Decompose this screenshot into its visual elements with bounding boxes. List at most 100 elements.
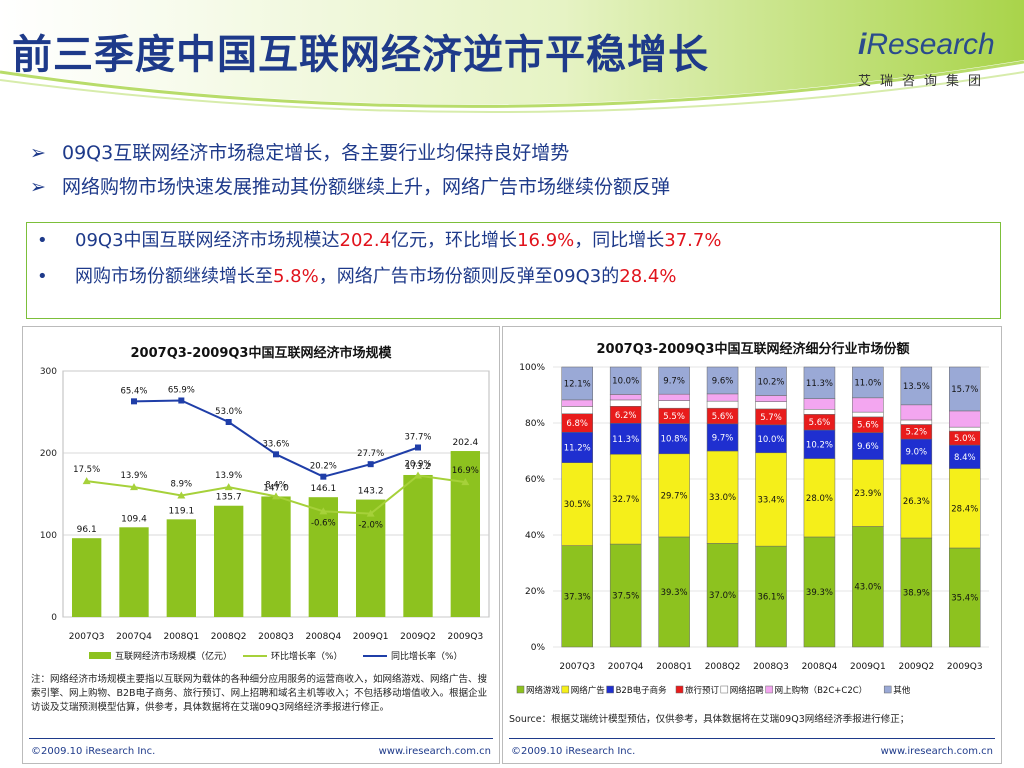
stack-segment xyxy=(803,458,836,538)
mom-point xyxy=(130,483,138,491)
stack-segment xyxy=(852,459,884,527)
y-tick-label: 200 xyxy=(40,449,57,459)
segment-label: 5.6% xyxy=(809,418,831,428)
mom-point xyxy=(319,507,328,515)
bar-value-label: 146.1 xyxy=(310,484,336,494)
legend-label: 网络招聘 xyxy=(730,685,765,696)
segment-label: 5.6% xyxy=(712,412,734,422)
segment-label: 39.3% xyxy=(661,588,688,598)
legend-swatch xyxy=(675,685,684,694)
segment-label: 13.5% xyxy=(903,382,930,392)
bar xyxy=(119,527,149,617)
x-tick-label: 2008Q1 xyxy=(656,662,692,672)
segment-label: 10.0% xyxy=(612,377,639,387)
legend-swatch xyxy=(606,685,614,694)
segment-label: 11.0% xyxy=(854,378,881,388)
stack-segment xyxy=(949,426,981,432)
stack-segment xyxy=(755,424,787,454)
bar xyxy=(166,519,197,617)
stack-segment xyxy=(658,453,690,538)
bar-value-label: 135.7 xyxy=(216,493,242,503)
mom-point xyxy=(177,491,186,499)
x-tick-label: 2009Q1 xyxy=(353,632,389,642)
segment-label: 36.1% xyxy=(757,593,784,603)
bar-value-label: 96.1 xyxy=(77,525,97,535)
x-tick-label: 2009Q2 xyxy=(898,662,934,672)
mom-label: -0.6% xyxy=(311,518,336,528)
x-tick-label: 2007Q4 xyxy=(608,662,644,672)
stack-segment xyxy=(706,423,739,452)
stack-segment xyxy=(803,409,836,415)
summary-line-1: • 09Q3中国互联网经济市场规模达202.4亿元，环比增长16.9%，同比增长3… xyxy=(37,230,722,251)
bar xyxy=(71,538,102,617)
yoy-point xyxy=(320,473,327,480)
stack-segment xyxy=(900,438,933,465)
mom-point xyxy=(272,492,280,500)
segment-label: 9.6% xyxy=(712,376,734,386)
stack-segment xyxy=(949,468,981,549)
bar-value-label: 119.1 xyxy=(168,506,194,516)
arrow-bullet-icon: ➢ xyxy=(30,142,46,164)
x-tick-label: 2008Q2 xyxy=(211,632,247,642)
segment-label: 26.3% xyxy=(903,497,930,507)
legend-label: 互联网经济市场规模（亿元） xyxy=(115,650,232,662)
legend-label: 网络广告 xyxy=(571,685,605,696)
stack-segment xyxy=(706,400,739,409)
segment-label: 12.1% xyxy=(564,379,591,389)
segment-label: 9.7% xyxy=(663,377,685,387)
stack-segment xyxy=(803,429,836,459)
stack-segment xyxy=(561,399,593,407)
arrow-bullet-icon: ➢ xyxy=(30,176,46,198)
stack-segment xyxy=(852,397,884,413)
segment-label: 5.5% xyxy=(663,412,685,422)
segment-label: 37.3% xyxy=(564,592,591,602)
segment-label: 29.7% xyxy=(661,491,688,501)
website-link[interactable]: www.iresearch.com.cn xyxy=(880,746,993,757)
segment-label: 28.0% xyxy=(806,494,833,504)
mom-point xyxy=(82,477,91,485)
yoy-label: 37.7% xyxy=(404,433,431,443)
stack-segment xyxy=(852,526,884,648)
legend-label: 旅行预订 xyxy=(685,685,720,696)
x-tick-label: 2007Q3 xyxy=(559,662,595,672)
yoy-label: 53.0% xyxy=(215,407,242,417)
mom-label: 8.4% xyxy=(265,480,287,490)
bar-value-label: 109.4 xyxy=(121,514,147,524)
stack-segment xyxy=(609,423,642,455)
segment-label: 23.9% xyxy=(854,489,881,499)
stack-segment xyxy=(609,543,642,648)
segment-label: 37.5% xyxy=(612,592,639,602)
bar xyxy=(308,497,339,617)
segment-label: 43.0% xyxy=(854,583,881,593)
stack-segment xyxy=(900,404,933,421)
segment-label: 15.7% xyxy=(951,385,978,395)
segment-label: 30.5% xyxy=(564,500,591,510)
stack-segment xyxy=(900,366,933,406)
bar-value-label: 143.2 xyxy=(358,487,384,497)
segment-label: 9.7% xyxy=(712,433,734,443)
segment-label: 5.0% xyxy=(954,434,976,444)
market-size-chart-panel: 2007Q3-2009Q3中国互联网经济市场规模 0 100 200 300 96.1 20… xyxy=(22,326,500,764)
legend-swatch xyxy=(765,685,773,694)
yoy-point xyxy=(131,398,137,405)
mom-point xyxy=(224,483,233,491)
website-link[interactable]: www.iresearch.com.cn xyxy=(378,746,491,757)
segment-label: 39.3% xyxy=(806,588,833,598)
bar-value-label: 202.4 xyxy=(452,438,478,448)
stack-segment xyxy=(803,398,836,410)
x-tick-label: 2009Q3 xyxy=(447,632,483,642)
stack-segment xyxy=(706,450,739,544)
stack-segment xyxy=(609,366,642,395)
summary-line-2: • 网购市场份额继续增长至5.8%，网络广告市场份额则反弹至09Q3的28.4% xyxy=(37,266,677,287)
mom-label: -2.0% xyxy=(358,521,383,531)
mom-label: 8.9% xyxy=(171,480,193,490)
yoy-label: 20.2% xyxy=(310,462,337,472)
segment-label: 11.2% xyxy=(564,443,591,453)
yoy-point xyxy=(415,444,421,451)
segment-label: 8.4% xyxy=(954,453,976,463)
yoy-point xyxy=(225,419,232,425)
stack-segment xyxy=(658,393,690,401)
mom-label: 13.9% xyxy=(215,471,242,481)
yoy-label: 65.9% xyxy=(168,386,195,396)
x-tick-label: 2007Q3 xyxy=(69,632,105,642)
